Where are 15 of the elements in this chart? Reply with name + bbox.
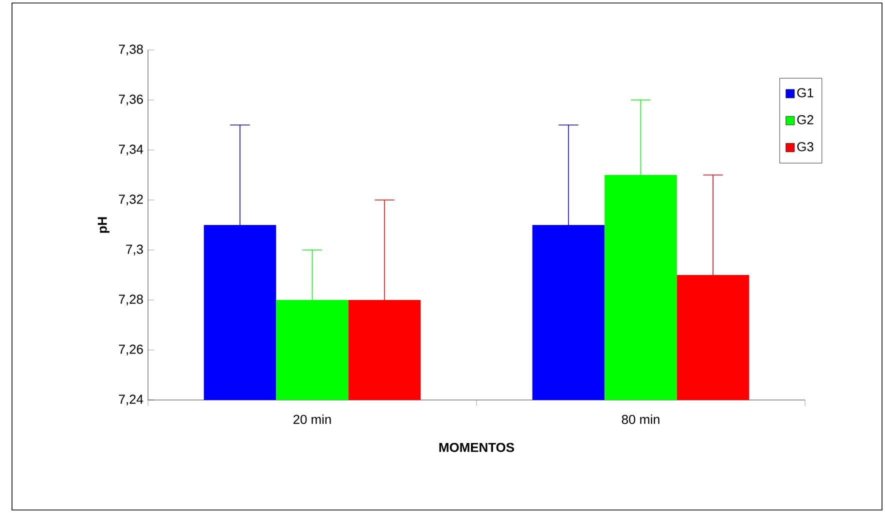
legend-label: G3 [797, 142, 814, 152]
legend-label: G2 [797, 115, 814, 124]
x-axis-title: MOMENTOS [439, 442, 514, 452]
x-tick-label: 80 min [622, 414, 660, 424]
y-tick-label: 7,28 [118, 294, 143, 306]
y-tick-label: 7,26 [118, 344, 143, 356]
y-tick-label: 7,32 [118, 194, 143, 206]
y-axis-title: pH [98, 217, 110, 233]
y-tick-label: 7,36 [118, 94, 143, 106]
legend-label: G1 [797, 88, 814, 98]
y-tick-label: 7,3 [126, 244, 143, 256]
x-tick-label: 20 min [293, 414, 331, 424]
y-tick-label: 7,24 [118, 394, 144, 406]
y-tick-label: 7,34 [118, 144, 144, 156]
y-tick-label: 7,38 [118, 44, 143, 56]
